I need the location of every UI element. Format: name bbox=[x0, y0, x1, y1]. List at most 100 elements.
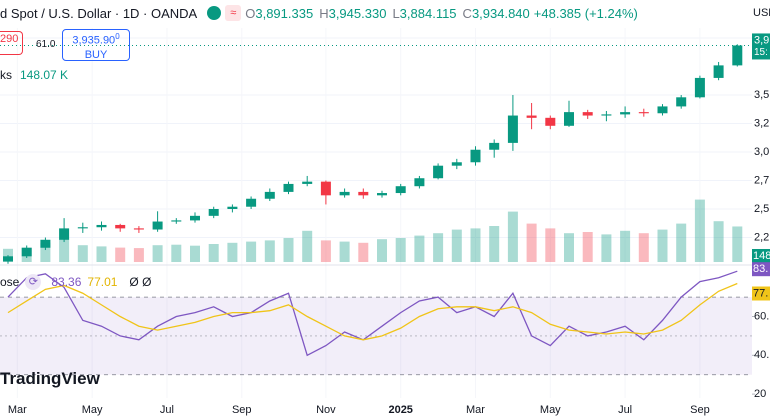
volume-bar bbox=[713, 221, 724, 262]
axis-unit: USD bbox=[753, 7, 770, 19]
ohlc-label: H bbox=[319, 5, 329, 21]
rsi-tick-label: 40. bbox=[754, 349, 769, 361]
sell-button[interactable]: 290 bbox=[0, 31, 23, 55]
candle-body bbox=[582, 112, 593, 116]
candle-body bbox=[246, 198, 257, 207]
volume-bar bbox=[526, 223, 537, 262]
candle-body bbox=[115, 224, 126, 229]
volume-bar bbox=[320, 240, 331, 262]
buy-price: 3,935.90 bbox=[72, 34, 116, 47]
rsi-badge-label: 77. bbox=[753, 287, 768, 299]
ohlc-item: C3,934.840 bbox=[463, 6, 530, 21]
volume-bar bbox=[638, 233, 649, 262]
candle-body bbox=[620, 112, 631, 115]
volume-bar bbox=[133, 248, 144, 262]
volume-bar bbox=[582, 232, 593, 262]
volume-title: ks bbox=[0, 68, 12, 82]
x-tick-label: Jul bbox=[618, 404, 632, 416]
logo: TradingView bbox=[0, 369, 100, 388]
rsi-extra: Ø Ø bbox=[129, 275, 152, 289]
rsi-legend: ose ⟳ 83.36 77.01 Ø Ø bbox=[0, 274, 151, 290]
volume-bar bbox=[676, 223, 687, 262]
candle-body bbox=[545, 117, 556, 126]
spread: 61.0 bbox=[36, 39, 56, 50]
price-badge-label: 3,9 bbox=[754, 34, 769, 46]
volume-bar bbox=[657, 229, 668, 262]
ohlc-value: 3,891.335 bbox=[255, 5, 314, 21]
rsi-badge bbox=[752, 262, 770, 277]
y-tick-label: 2,2 bbox=[754, 231, 769, 243]
x-tick-label: May bbox=[82, 404, 103, 416]
price-axis bbox=[752, 0, 770, 420]
y-tick-label: 3,0 bbox=[754, 146, 769, 158]
ohlc-item: O3,891.335 bbox=[245, 6, 313, 21]
candle-body bbox=[507, 115, 518, 143]
candle-body bbox=[676, 97, 687, 107]
change: +48.385 (+1.24%) bbox=[533, 5, 638, 21]
volume-bar bbox=[190, 245, 200, 262]
volume-bar bbox=[3, 248, 13, 262]
candle-body bbox=[208, 208, 219, 216]
volume-bar bbox=[358, 242, 369, 262]
candle-body bbox=[433, 165, 444, 179]
volume-value: 148.07 K bbox=[20, 68, 69, 82]
rsi-icon[interactable]: ⟳ bbox=[25, 274, 42, 290]
candle-body bbox=[395, 186, 406, 194]
candle-body bbox=[40, 239, 51, 248]
volume-bar bbox=[59, 239, 70, 262]
ohlc-label: O bbox=[245, 5, 256, 21]
rsi-badge bbox=[752, 286, 770, 301]
volume-bar bbox=[339, 241, 350, 262]
y-tick-label: 3,5 bbox=[754, 89, 769, 101]
rsi-line bbox=[7, 282, 738, 341]
candle-body bbox=[470, 149, 481, 163]
candle-body bbox=[451, 162, 462, 166]
volume-bar bbox=[489, 226, 500, 262]
symbol: d Spot / U.S. Dollar · 1D · OANDA bbox=[0, 5, 198, 21]
x-tick-label: Jul bbox=[160, 404, 174, 416]
rsi-value: 83.36 bbox=[51, 275, 82, 289]
price-countdown: 15: bbox=[754, 47, 768, 58]
ohlc-item: L3,884.115 bbox=[392, 6, 456, 21]
volume-bar bbox=[302, 230, 313, 262]
candle-body bbox=[320, 181, 331, 196]
y-tick-label: 3,2 bbox=[754, 117, 769, 129]
volume-bar bbox=[414, 235, 425, 262]
candle-body bbox=[264, 191, 275, 199]
ohlc-value: 3,945.330 bbox=[328, 5, 387, 21]
volume-bar bbox=[564, 233, 574, 262]
candle-body bbox=[152, 221, 163, 230]
volume-bar bbox=[246, 241, 257, 262]
volume-bar bbox=[171, 244, 182, 262]
candle-body bbox=[96, 224, 107, 228]
candle-body bbox=[59, 228, 70, 240]
status-dot[interactable] bbox=[207, 6, 222, 20]
rsi-ma-value: 77.01 bbox=[87, 275, 118, 289]
candle-body bbox=[564, 112, 574, 126]
y-tick-label: 2,7 bbox=[754, 174, 769, 186]
candle-body bbox=[657, 106, 668, 114]
volume-bar bbox=[545, 228, 556, 262]
volume-bar bbox=[470, 228, 481, 262]
x-tick-label: May bbox=[540, 404, 561, 416]
x-tick-label: Nov bbox=[316, 404, 336, 416]
candle-body bbox=[601, 114, 612, 116]
volume-legend: ks 148.07 K bbox=[0, 68, 68, 82]
ohlc-label: L bbox=[392, 5, 400, 21]
volume-bar bbox=[208, 244, 219, 262]
candle-body bbox=[190, 215, 200, 221]
status-icon[interactable]: ≈ bbox=[225, 5, 242, 21]
volume-bar bbox=[227, 242, 238, 262]
candle-body bbox=[638, 112, 649, 114]
ohlc-value: 3,934.840 bbox=[471, 5, 530, 21]
x-tick-label: Sep bbox=[232, 404, 252, 416]
candle-body bbox=[21, 247, 32, 257]
volume-bar bbox=[620, 230, 631, 262]
rsi-badge-label: 83. bbox=[753, 263, 768, 275]
candle-body bbox=[713, 65, 724, 78]
buy-button[interactable]: 3,935.900 BUY bbox=[62, 29, 130, 61]
volume-bar bbox=[395, 238, 406, 262]
candle-body bbox=[133, 228, 144, 230]
candle-body bbox=[171, 220, 182, 222]
